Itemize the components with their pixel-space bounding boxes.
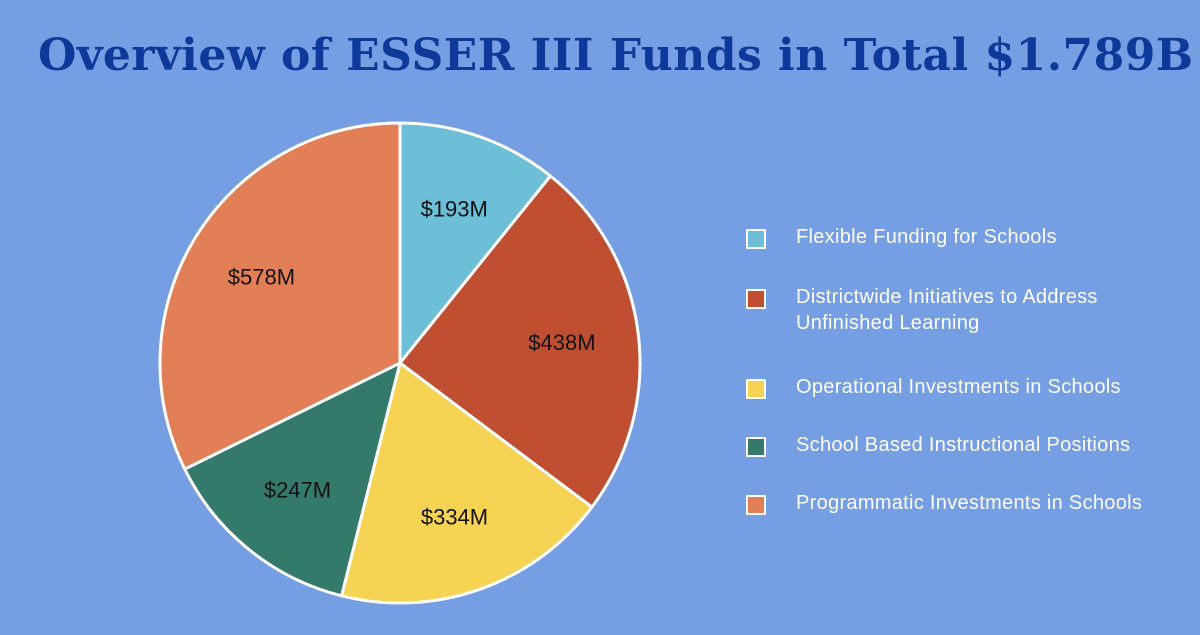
legend-swatch (746, 437, 766, 457)
slice-value-label: $334M (421, 504, 488, 529)
pie-slice-1 (398, 121, 552, 365)
pie-slice-3 (340, 361, 594, 605)
legend-item: School Based Instructional Positions (746, 432, 1130, 458)
legend-label: Programmatic Investments in Schools (796, 492, 1143, 514)
legend-item: Operational Investments in Schools (746, 374, 1121, 400)
legend-label: Operational Investments in Schools (796, 376, 1121, 398)
legend-item: Districtwide Initiatives to Address Unfi… (746, 284, 1146, 336)
legend-item: Flexible Funding for Schools (746, 224, 1057, 250)
legend-label: Flexible Funding for Schools (796, 226, 1057, 248)
pie-slice-4 (183, 361, 402, 598)
chart-title: Overview of ESSER III Funds in Total $1.… (38, 30, 1194, 81)
legend-swatch (746, 289, 766, 309)
legend-swatch (746, 495, 766, 515)
legend-item: Programmatic Investments in Schools (746, 490, 1142, 516)
legend-label: School Based Instructional Positions (796, 434, 1131, 456)
legend-label: Districtwide Initiatives to Address Unfi… (796, 286, 1098, 334)
slice-value-label: $247M (264, 477, 331, 502)
pie-slice-5 (158, 121, 402, 471)
legend-swatch (746, 379, 766, 399)
slice-value-label: $193M (421, 197, 488, 222)
legend-swatch (746, 229, 766, 249)
slice-value-label: $438M (528, 330, 595, 355)
pie-slice-2 (398, 174, 642, 509)
slice-value-label: $578M (228, 264, 295, 289)
